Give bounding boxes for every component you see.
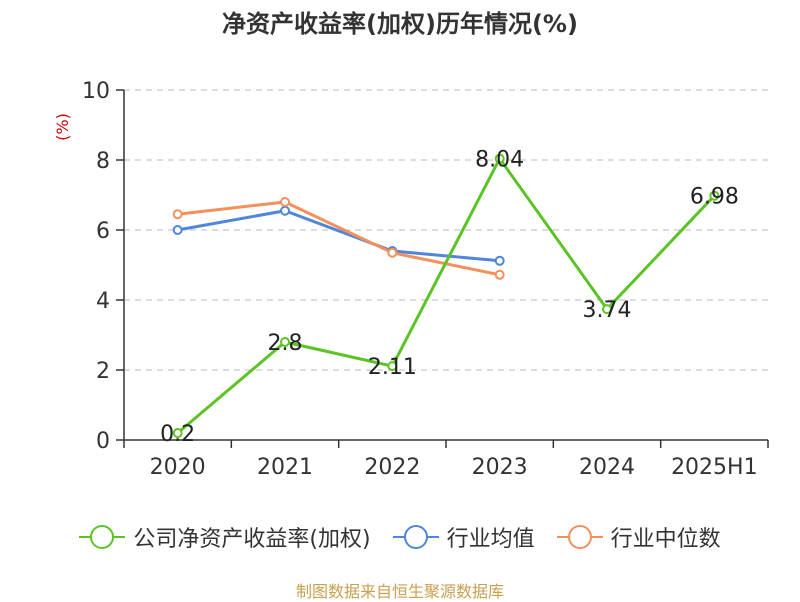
- legend-marker-industry-median: [556, 525, 603, 549]
- y-tick-label-2: 2: [96, 359, 110, 384]
- series-line-2: [177, 200, 500, 277]
- y-tick-label-4: 4: [96, 289, 110, 314]
- series-0-point-2022: [387, 361, 398, 372]
- data-label-2024: 3.74: [583, 298, 632, 323]
- data-label-2025H1: 6.98: [690, 185, 739, 210]
- x-tick-label-2022: 2022: [364, 455, 420, 480]
- data-label-2020: 0.2: [160, 422, 195, 447]
- series-0-point-2020: [172, 428, 183, 438]
- x-tick-label-2021: 2021: [257, 455, 313, 480]
- series-2-point-2022: [387, 247, 398, 258]
- legend-label-company-roe: 公司净资产收益率(加权): [133, 527, 371, 552]
- y-tick-label-8: 8: [96, 149, 110, 174]
- series-line-1: [177, 209, 500, 263]
- series-2-point-2021: [280, 197, 290, 207]
- y-tick-label-6: 6: [96, 219, 110, 244]
- y-tick-label-0: 0: [96, 429, 110, 454]
- x-tick-label-2025H1: 2025H1: [671, 455, 758, 480]
- series-2-point-2023: [494, 269, 505, 280]
- series-0-point-2023: [494, 153, 505, 164]
- series-0-point-2025H1: [709, 190, 720, 201]
- legend-label-industry-median: 行业中位数: [610, 527, 721, 552]
- series-1-point-2020: [172, 225, 183, 235]
- data-label-2022: 2.11: [368, 355, 417, 380]
- series-1-point-2021: [280, 205, 290, 216]
- series-line-0: [176, 157, 716, 435]
- x-tick-label-2024: 2024: [579, 455, 635, 480]
- series-0-point-2024: [602, 304, 612, 315]
- series-0-point-2021: [280, 337, 290, 347]
- legend-item-industry-median[interactable]: 行业中位数: [556, 521, 721, 553]
- legend: 公司净资产收益率(加权) 行业均值 行业中位数: [0, 520, 800, 554]
- data-label-2023: 8.04: [475, 148, 524, 173]
- chart-title: 净资产收益率(加权)历年情况(%): [222, 10, 578, 38]
- legend-item-company-roe[interactable]: 公司净资产收益率(加权): [79, 521, 371, 553]
- series-1-point-2023: [494, 255, 505, 266]
- legend-item-industry-mean[interactable]: 行业均值: [392, 521, 535, 553]
- series-2-point-2020: [172, 209, 183, 220]
- data-source-footer: 制图数据来自恒生聚源数据库: [295, 582, 504, 601]
- legend-marker-industry-mean: [392, 525, 439, 549]
- legend-label-industry-mean: 行业均值: [446, 527, 535, 552]
- legend-marker-company-roe: [79, 525, 126, 549]
- y-tick-label-10: 10: [82, 79, 110, 104]
- x-tick-label-2023: 2023: [472, 455, 528, 480]
- data-label-2021: 2.8: [268, 331, 303, 356]
- x-tick-label-2020: 2020: [150, 455, 206, 480]
